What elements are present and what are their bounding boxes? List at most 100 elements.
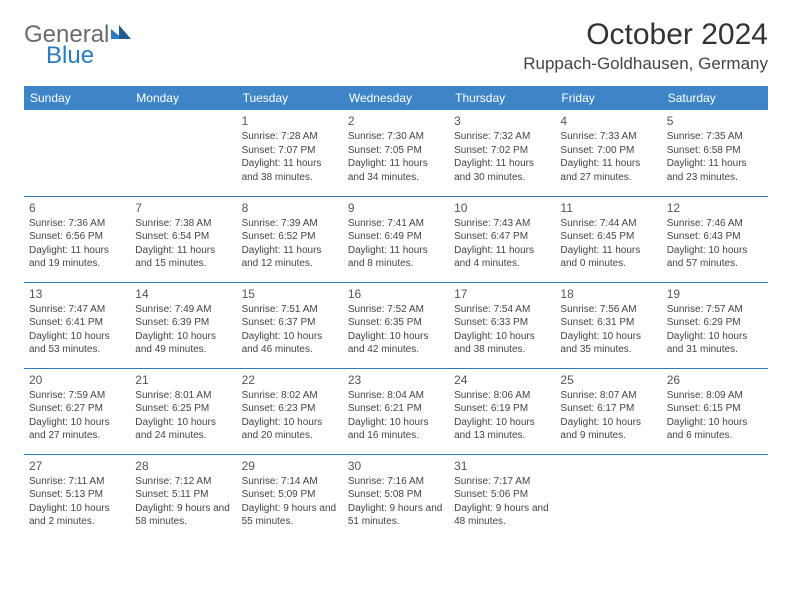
day-sr: Sunrise: 7:56 AM xyxy=(560,303,656,317)
header: General October 2024 Ruppach-Goldhausen,… xyxy=(24,18,768,74)
calendar-week-row: 27Sunrise: 7:11 AMSunset: 5:13 PMDayligh… xyxy=(24,454,768,540)
calendar-day-cell xyxy=(130,110,236,196)
day-dl: Daylight: 10 hours and 6 minutes. xyxy=(667,416,763,443)
day-sr: Sunrise: 7:32 AM xyxy=(454,130,550,144)
day-dl: Daylight: 11 hours and 30 minutes. xyxy=(454,157,550,184)
day-sr: Sunrise: 7:59 AM xyxy=(29,389,125,403)
day-sr: Sunrise: 7:28 AM xyxy=(242,130,338,144)
day-dl: Daylight: 10 hours and 49 minutes. xyxy=(135,330,231,357)
day-dl: Daylight: 9 hours and 55 minutes. xyxy=(242,502,338,529)
day-dl: Daylight: 9 hours and 51 minutes. xyxy=(348,502,444,529)
day-ss: Sunset: 7:05 PM xyxy=(348,144,444,158)
weekday-header: Saturday xyxy=(662,86,768,110)
day-number: 28 xyxy=(135,458,231,474)
weekday-header: Thursday xyxy=(449,86,555,110)
day-sr: Sunrise: 7:57 AM xyxy=(667,303,763,317)
calendar-day-cell: 9Sunrise: 7:41 AMSunset: 6:49 PMDaylight… xyxy=(343,196,449,282)
day-ss: Sunset: 6:21 PM xyxy=(348,402,444,416)
logo-text-2: Blue xyxy=(46,42,94,70)
day-ss: Sunset: 6:56 PM xyxy=(29,230,125,244)
calendar-week-row: 13Sunrise: 7:47 AMSunset: 6:41 PMDayligh… xyxy=(24,282,768,368)
calendar-day-cell: 11Sunrise: 7:44 AMSunset: 6:45 PMDayligh… xyxy=(555,196,661,282)
day-number: 20 xyxy=(29,372,125,388)
day-number: 27 xyxy=(29,458,125,474)
calendar-day-cell: 4Sunrise: 7:33 AMSunset: 7:00 PMDaylight… xyxy=(555,110,661,196)
calendar-day-cell: 5Sunrise: 7:35 AMSunset: 6:58 PMDaylight… xyxy=(662,110,768,196)
day-number: 8 xyxy=(242,200,338,216)
calendar-week-row: 6Sunrise: 7:36 AMSunset: 6:56 PMDaylight… xyxy=(24,196,768,282)
calendar-day-cell: 27Sunrise: 7:11 AMSunset: 5:13 PMDayligh… xyxy=(24,454,130,540)
day-sr: Sunrise: 7:52 AM xyxy=(348,303,444,317)
day-sr: Sunrise: 8:07 AM xyxy=(560,389,656,403)
day-number: 1 xyxy=(242,113,338,129)
day-number: 21 xyxy=(135,372,231,388)
day-sr: Sunrise: 7:41 AM xyxy=(348,217,444,231)
calendar-day-cell xyxy=(24,110,130,196)
day-number: 4 xyxy=(560,113,656,129)
calendar-day-cell: 22Sunrise: 8:02 AMSunset: 6:23 PMDayligh… xyxy=(237,368,343,454)
day-ss: Sunset: 6:39 PM xyxy=(135,316,231,330)
calendar-day-cell: 1Sunrise: 7:28 AMSunset: 7:07 PMDaylight… xyxy=(237,110,343,196)
day-sr: Sunrise: 7:47 AM xyxy=(29,303,125,317)
day-number: 31 xyxy=(454,458,550,474)
day-number: 7 xyxy=(135,200,231,216)
day-dl: Daylight: 10 hours and 38 minutes. xyxy=(454,330,550,357)
title-block: October 2024 Ruppach-Goldhausen, Germany xyxy=(523,18,768,74)
day-ss: Sunset: 7:00 PM xyxy=(560,144,656,158)
day-sr: Sunrise: 7:12 AM xyxy=(135,475,231,489)
day-number: 24 xyxy=(454,372,550,388)
calendar-day-cell: 15Sunrise: 7:51 AMSunset: 6:37 PMDayligh… xyxy=(237,282,343,368)
day-dl: Daylight: 11 hours and 15 minutes. xyxy=(135,244,231,271)
day-number: 16 xyxy=(348,286,444,302)
logo-line2: Blue xyxy=(46,42,94,70)
day-dl: Daylight: 10 hours and 20 minutes. xyxy=(242,416,338,443)
day-dl: Daylight: 10 hours and 2 minutes. xyxy=(29,502,125,529)
day-dl: Daylight: 11 hours and 34 minutes. xyxy=(348,157,444,184)
day-dl: Daylight: 11 hours and 4 minutes. xyxy=(454,244,550,271)
calendar-day-cell: 28Sunrise: 7:12 AMSunset: 5:11 PMDayligh… xyxy=(130,454,236,540)
day-dl: Daylight: 10 hours and 53 minutes. xyxy=(29,330,125,357)
day-sr: Sunrise: 8:02 AM xyxy=(242,389,338,403)
day-dl: Daylight: 11 hours and 8 minutes. xyxy=(348,244,444,271)
day-ss: Sunset: 6:31 PM xyxy=(560,316,656,330)
calendar-day-cell: 30Sunrise: 7:16 AMSunset: 5:08 PMDayligh… xyxy=(343,454,449,540)
day-sr: Sunrise: 7:39 AM xyxy=(242,217,338,231)
day-sr: Sunrise: 8:09 AM xyxy=(667,389,763,403)
calendar-week-row: 1Sunrise: 7:28 AMSunset: 7:07 PMDaylight… xyxy=(24,110,768,196)
day-number: 29 xyxy=(242,458,338,474)
day-ss: Sunset: 6:35 PM xyxy=(348,316,444,330)
day-ss: Sunset: 6:58 PM xyxy=(667,144,763,158)
day-number: 26 xyxy=(667,372,763,388)
day-sr: Sunrise: 7:43 AM xyxy=(454,217,550,231)
day-ss: Sunset: 6:54 PM xyxy=(135,230,231,244)
day-dl: Daylight: 11 hours and 12 minutes. xyxy=(242,244,338,271)
calendar-day-cell: 10Sunrise: 7:43 AMSunset: 6:47 PMDayligh… xyxy=(449,196,555,282)
calendar-day-cell: 31Sunrise: 7:17 AMSunset: 5:06 PMDayligh… xyxy=(449,454,555,540)
day-sr: Sunrise: 7:17 AM xyxy=(454,475,550,489)
day-ss: Sunset: 6:43 PM xyxy=(667,230,763,244)
calendar-day-cell: 2Sunrise: 7:30 AMSunset: 7:05 PMDaylight… xyxy=(343,110,449,196)
day-dl: Daylight: 11 hours and 0 minutes. xyxy=(560,244,656,271)
calendar-day-cell: 7Sunrise: 7:38 AMSunset: 6:54 PMDaylight… xyxy=(130,196,236,282)
calendar-day-cell: 19Sunrise: 7:57 AMSunset: 6:29 PMDayligh… xyxy=(662,282,768,368)
calendar-day-cell: 8Sunrise: 7:39 AMSunset: 6:52 PMDaylight… xyxy=(237,196,343,282)
day-number: 23 xyxy=(348,372,444,388)
calendar-day-cell: 17Sunrise: 7:54 AMSunset: 6:33 PMDayligh… xyxy=(449,282,555,368)
day-number: 11 xyxy=(560,200,656,216)
day-sr: Sunrise: 7:51 AM xyxy=(242,303,338,317)
day-dl: Daylight: 9 hours and 58 minutes. xyxy=(135,502,231,529)
day-dl: Daylight: 10 hours and 13 minutes. xyxy=(454,416,550,443)
day-sr: Sunrise: 7:11 AM xyxy=(29,475,125,489)
day-dl: Daylight: 10 hours and 46 minutes. xyxy=(242,330,338,357)
day-sr: Sunrise: 8:04 AM xyxy=(348,389,444,403)
weekday-header: Sunday xyxy=(24,86,130,110)
day-number: 2 xyxy=(348,113,444,129)
day-number: 9 xyxy=(348,200,444,216)
day-dl: Daylight: 11 hours and 27 minutes. xyxy=(560,157,656,184)
day-sr: Sunrise: 7:36 AM xyxy=(29,217,125,231)
day-ss: Sunset: 6:47 PM xyxy=(454,230,550,244)
day-number: 30 xyxy=(348,458,444,474)
day-sr: Sunrise: 7:33 AM xyxy=(560,130,656,144)
day-ss: Sunset: 6:33 PM xyxy=(454,316,550,330)
day-ss: Sunset: 6:25 PM xyxy=(135,402,231,416)
